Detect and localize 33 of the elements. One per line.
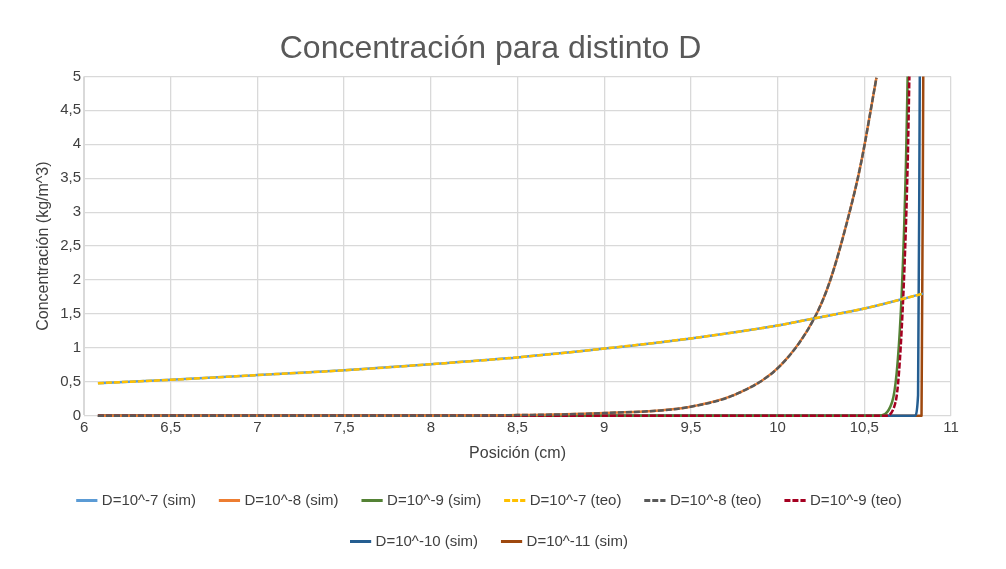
y-tick-label: 2,5 — [60, 236, 82, 254]
legend-label: D=10^-11 (sim) — [526, 531, 628, 549]
x-tick-label: 7,5 — [333, 417, 355, 435]
y-tick-label: 1,5 — [60, 304, 82, 322]
x-tick-label: 11 — [943, 417, 959, 435]
legend-label: D=10^-9 (teo) — [810, 490, 902, 508]
y-tick-label: 3 — [72, 202, 82, 220]
x-tick-label: 7 — [253, 417, 262, 435]
legend-label: D=10^-8 (sim) — [244, 490, 339, 508]
x-axis-title: Posición (cm) — [469, 443, 566, 461]
chart-title: Concentración para distinto D — [279, 29, 702, 66]
legend-label: D=10^-7 (sim) — [101, 490, 196, 508]
x-tick-label: 9,5 — [680, 417, 702, 435]
y-tick-label: 0,5 — [60, 372, 82, 389]
x-tick-label: 9 — [600, 417, 609, 435]
y-tick-label: 2 — [72, 270, 82, 288]
legend-label: D=10^-8 (teo) — [669, 490, 762, 508]
y-tick-label: 1 — [72, 338, 82, 356]
y-tick-label: 0 — [72, 405, 82, 423]
y-tick-label: 4 — [72, 134, 82, 152]
y-tick-label: 5 — [72, 66, 82, 84]
y-axis-title: Concentración (kg/m^3) — [34, 161, 52, 331]
x-tick-label: 10 — [769, 417, 786, 435]
x-tick-label: 8 — [426, 417, 435, 435]
x-tick-label: 6,5 — [160, 417, 182, 435]
x-tick-label: 6 — [79, 417, 89, 435]
y-tick-label: 4,5 — [60, 100, 82, 118]
legend-label: D=10^-9 (sim) — [387, 490, 482, 508]
legend-label: D=10^-10 (sim) — [375, 531, 479, 549]
x-tick-label: 10,5 — [849, 417, 879, 435]
y-tick-label: 3,5 — [60, 168, 82, 186]
x-tick-label: 8,5 — [507, 417, 528, 435]
legend-label: D=10^-7 (teo) — [529, 490, 622, 508]
